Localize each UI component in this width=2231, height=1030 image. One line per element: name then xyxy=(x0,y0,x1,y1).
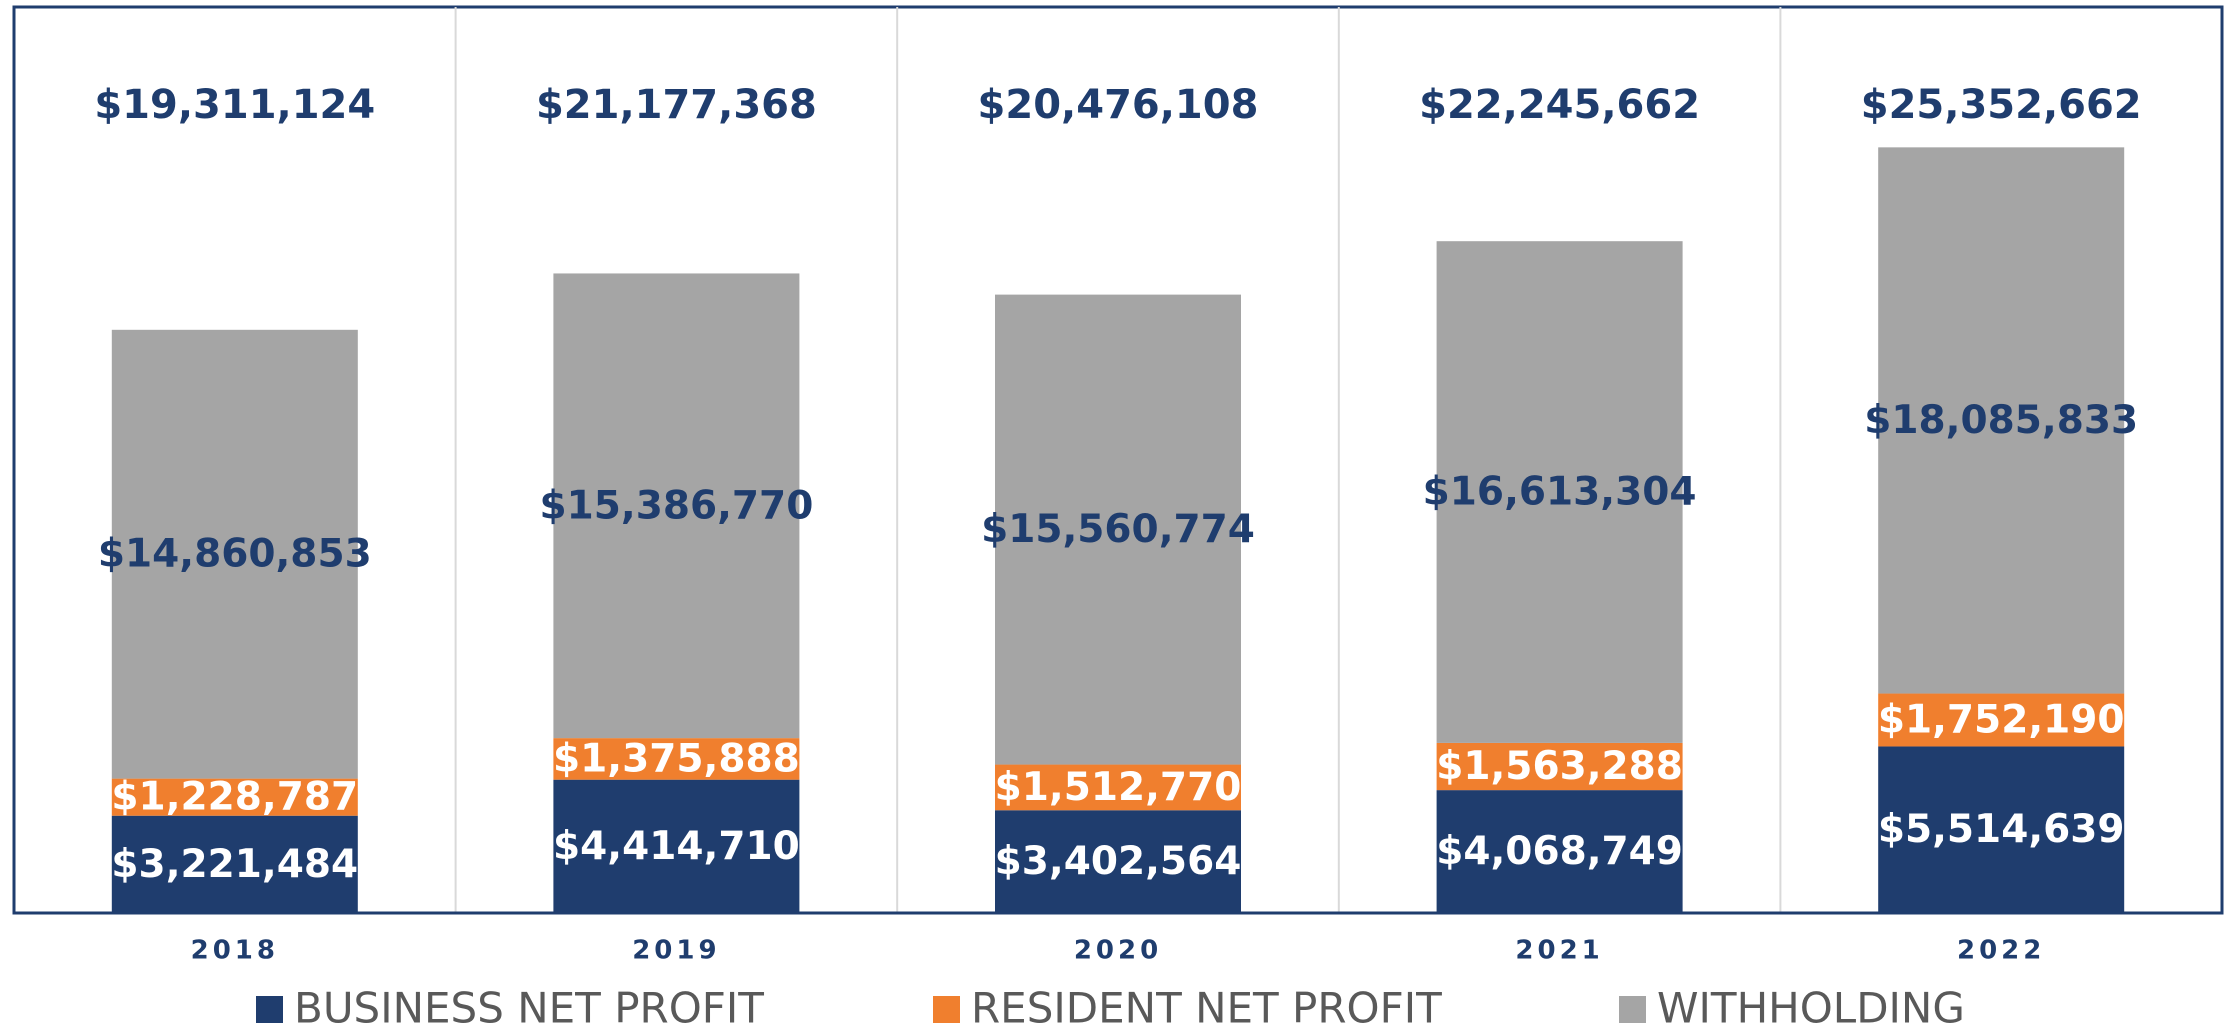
legend-swatch xyxy=(1619,996,1646,1023)
x-tick-label: 2020 xyxy=(1074,936,1162,966)
data-label: $1,563,288 xyxy=(1436,744,1683,789)
data-label: $4,414,710 xyxy=(553,824,800,869)
bar-segment xyxy=(1878,693,2125,747)
legend-swatch xyxy=(933,996,960,1023)
data-label: $1,228,787 xyxy=(111,775,358,820)
bar-segment xyxy=(111,815,358,913)
bar-segment xyxy=(1878,147,2125,694)
bar-segment xyxy=(995,810,1241,913)
data-label: $1,375,888 xyxy=(553,736,800,781)
x-tick-label: 2018 xyxy=(191,936,279,966)
x-tick-label: 2019 xyxy=(632,936,720,966)
data-label: $3,402,564 xyxy=(995,839,1242,884)
bar-segment xyxy=(111,778,358,816)
data-label: $16,613,304 xyxy=(1423,470,1697,515)
data-label: $5,514,639 xyxy=(1878,807,2125,852)
bar-segment xyxy=(995,764,1241,811)
bar-segment xyxy=(1436,742,1683,791)
bar-segment xyxy=(553,273,800,739)
total-label: $21,177,368 xyxy=(536,82,817,128)
total-label: $25,352,662 xyxy=(1861,82,2142,128)
total-label: $19,311,124 xyxy=(94,82,375,128)
data-label: $15,386,770 xyxy=(539,483,813,528)
x-tick-label: 2022 xyxy=(1957,936,2045,966)
total-label: $20,476,108 xyxy=(978,82,1259,128)
x-tick-label: 2021 xyxy=(1515,936,1603,966)
bar-segment xyxy=(1878,746,2125,913)
data-label: $4,068,749 xyxy=(1436,829,1683,874)
total-label: $22,245,662 xyxy=(1419,82,1700,128)
data-label: $1,752,190 xyxy=(1878,697,2125,742)
bar-segment xyxy=(111,329,358,779)
bar-segment xyxy=(553,779,800,913)
data-label: $14,860,853 xyxy=(98,532,372,577)
legend-label: BUSINESS NET PROFIT xyxy=(294,984,764,1030)
data-label: $3,221,484 xyxy=(111,842,358,887)
bar-segment xyxy=(1436,241,1683,743)
bar-segment xyxy=(553,738,800,780)
data-label: $1,512,770 xyxy=(995,765,1242,810)
legend-label: WITHHOLDING xyxy=(1657,984,1965,1030)
data-label: $15,560,774 xyxy=(981,507,1255,552)
legend-label: RESIDENT NET PROFIT xyxy=(971,984,1442,1030)
bar-segment xyxy=(1436,790,1683,913)
legend-swatch xyxy=(256,996,283,1023)
data-label: $18,085,833 xyxy=(1864,398,2138,443)
bar-segment xyxy=(995,294,1241,765)
